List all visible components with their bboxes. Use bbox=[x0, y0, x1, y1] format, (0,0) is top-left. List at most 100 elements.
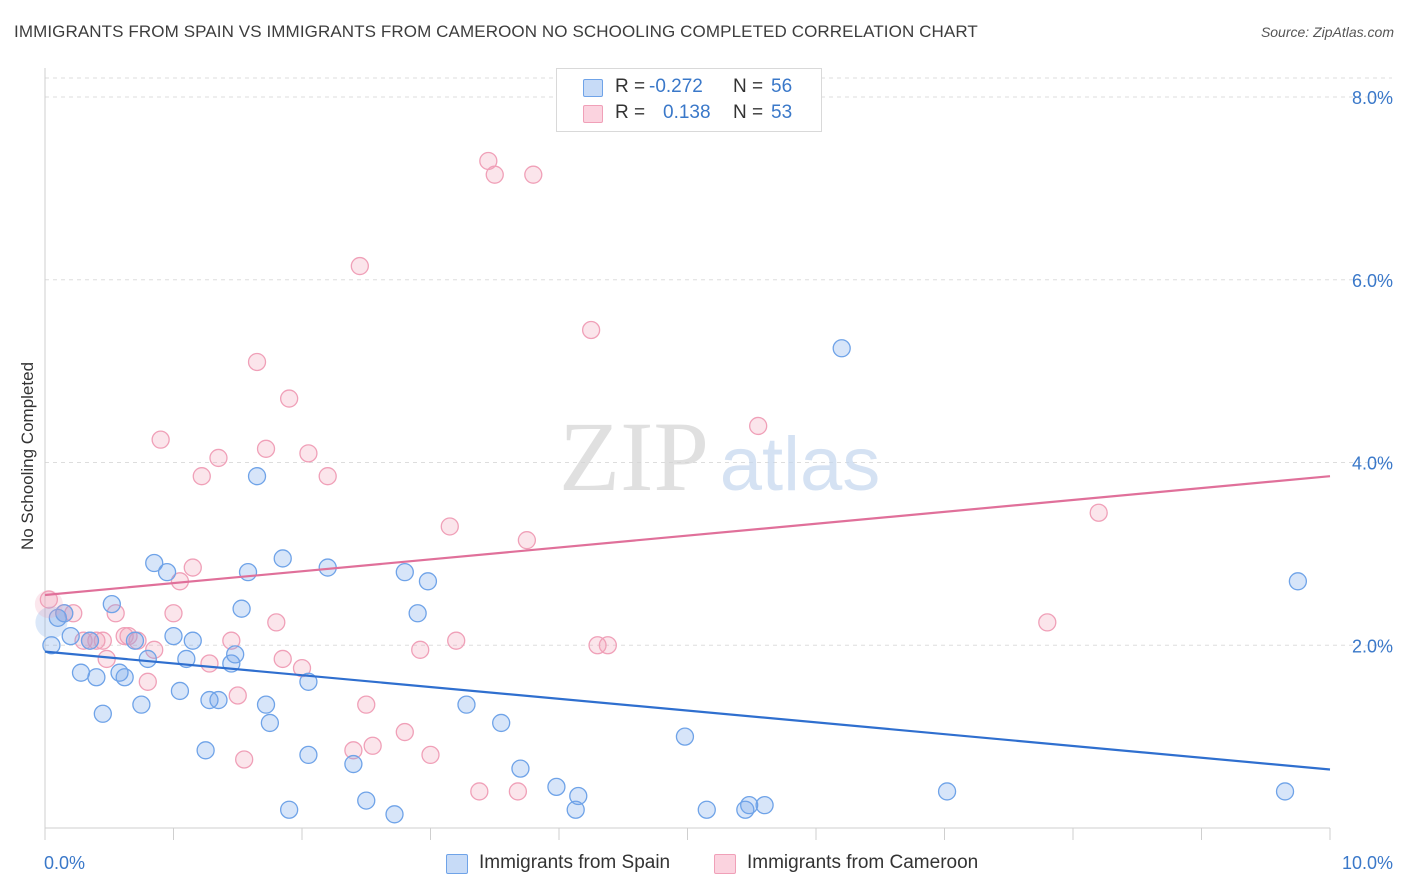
cameroon-point bbox=[183, 558, 202, 577]
spain-point bbox=[196, 741, 215, 760]
cameroon-point bbox=[508, 782, 528, 801]
legend-r-label: R = bbox=[615, 102, 646, 123]
cameroon-point bbox=[87, 631, 106, 650]
spain-point bbox=[93, 704, 112, 723]
cameroon-point bbox=[138, 672, 157, 691]
spain-point bbox=[132, 695, 151, 714]
trend-lines bbox=[44, 475, 1331, 771]
y-tick-label: 4.0% bbox=[1352, 454, 1393, 474]
spain-point bbox=[71, 663, 91, 682]
cameroon-point bbox=[485, 165, 504, 184]
legend-n-value: 56 bbox=[771, 76, 793, 97]
cameroon-point bbox=[106, 604, 125, 623]
spain-point bbox=[492, 713, 511, 733]
x-tick-label: 0.0% bbox=[44, 853, 85, 873]
spain-point bbox=[344, 754, 363, 774]
spain-point bbox=[566, 800, 585, 819]
cameroon-point bbox=[363, 736, 382, 755]
correlation-legend: R = -0.272 N = 56 R = 0.138 N = 53 bbox=[556, 68, 822, 132]
cameroon-point bbox=[273, 649, 292, 669]
bottom-legend-label-cameroon: Immigrants from Cameroon bbox=[747, 852, 979, 873]
cameroon-point bbox=[470, 782, 489, 801]
bottom-legend-swatch-spain bbox=[446, 854, 468, 874]
spain-point bbox=[238, 563, 258, 582]
spain-point bbox=[418, 572, 438, 591]
cameroon-point bbox=[192, 467, 211, 486]
cameroon-point bbox=[350, 256, 369, 276]
spain-point bbox=[102, 594, 121, 614]
legend-swatch-spain bbox=[583, 79, 603, 97]
spain-point bbox=[408, 604, 427, 623]
cameroon-point bbox=[209, 448, 228, 468]
spain-point bbox=[1275, 782, 1295, 801]
spain-point bbox=[457, 695, 476, 714]
bottom-legend-swatch-cameroon bbox=[714, 854, 736, 874]
source-label: Source: ZipAtlas.com bbox=[1260, 24, 1394, 40]
spain-point bbox=[279, 800, 299, 819]
legend-n-value: 53 bbox=[771, 102, 793, 123]
spain-point bbox=[226, 645, 245, 664]
spain-point bbox=[80, 631, 100, 650]
x-tick-label: 10.0% bbox=[1342, 853, 1393, 873]
cameroon-point bbox=[1038, 613, 1057, 632]
spain-point bbox=[170, 681, 190, 701]
spain-point bbox=[755, 796, 774, 815]
spain-point bbox=[55, 604, 74, 623]
chart-title: IMMIGRANTS FROM SPAIN VS IMMIGRANTS FROM… bbox=[14, 22, 978, 41]
spain-point bbox=[1288, 572, 1308, 591]
cameroon-point bbox=[598, 636, 617, 655]
cameroon-point bbox=[447, 631, 466, 650]
cameroon-point bbox=[256, 439, 276, 458]
spain-point bbox=[299, 745, 318, 765]
spain-point bbox=[183, 631, 202, 650]
spain-point bbox=[675, 727, 695, 746]
cameroon-point bbox=[299, 444, 318, 463]
legend-n-label: N = bbox=[733, 102, 764, 123]
points-layer bbox=[34, 151, 1308, 824]
cameroon-trend-line bbox=[44, 475, 1331, 597]
spain-point bbox=[299, 672, 318, 691]
spain-point bbox=[125, 631, 145, 650]
cameroon-point bbox=[267, 613, 286, 632]
spain-point bbox=[164, 626, 183, 646]
spain-point bbox=[87, 668, 106, 687]
cameroon-point bbox=[344, 741, 363, 760]
legend-swatch-cameroon bbox=[583, 105, 603, 123]
cameroon-point bbox=[395, 722, 414, 742]
axes bbox=[44, 68, 1331, 840]
cameroon-point bbox=[34, 590, 63, 619]
cameroon-point bbox=[228, 686, 247, 705]
legend-r-label: R = bbox=[615, 76, 646, 97]
watermark-atlas: atlas bbox=[720, 422, 881, 507]
spain-point bbox=[511, 759, 530, 778]
spain-point bbox=[42, 636, 61, 655]
spain-point bbox=[273, 549, 292, 568]
spain-point bbox=[937, 782, 957, 801]
spain-trend-line bbox=[44, 650, 1331, 771]
cameroon-point bbox=[145, 640, 164, 659]
spain-point bbox=[145, 553, 164, 573]
cameroon-point bbox=[200, 654, 219, 673]
spain-point bbox=[260, 713, 280, 733]
y-axis-label: No Schooling Completed bbox=[18, 361, 37, 551]
cameroon-point bbox=[318, 467, 337, 486]
spain-point bbox=[547, 777, 566, 797]
spain-point bbox=[247, 467, 267, 486]
watermark-zip: ZIP bbox=[559, 401, 709, 512]
cameroon-point bbox=[524, 165, 543, 184]
cameroon-point bbox=[235, 750, 254, 769]
cameroon-point bbox=[749, 416, 768, 436]
spain-point bbox=[357, 791, 376, 810]
cameroon-point bbox=[357, 695, 376, 714]
spain-point bbox=[832, 339, 851, 358]
legend-n-label: N = bbox=[733, 76, 764, 97]
cameroon-point bbox=[421, 745, 440, 765]
cameroon-point bbox=[93, 631, 112, 650]
spain-point bbox=[697, 800, 716, 819]
cameroon-point bbox=[279, 389, 299, 408]
spain-point bbox=[157, 563, 177, 582]
cameroon-point bbox=[581, 320, 601, 340]
cameroon-point bbox=[164, 604, 183, 623]
spain-point bbox=[138, 649, 157, 669]
spain-point bbox=[740, 796, 759, 815]
